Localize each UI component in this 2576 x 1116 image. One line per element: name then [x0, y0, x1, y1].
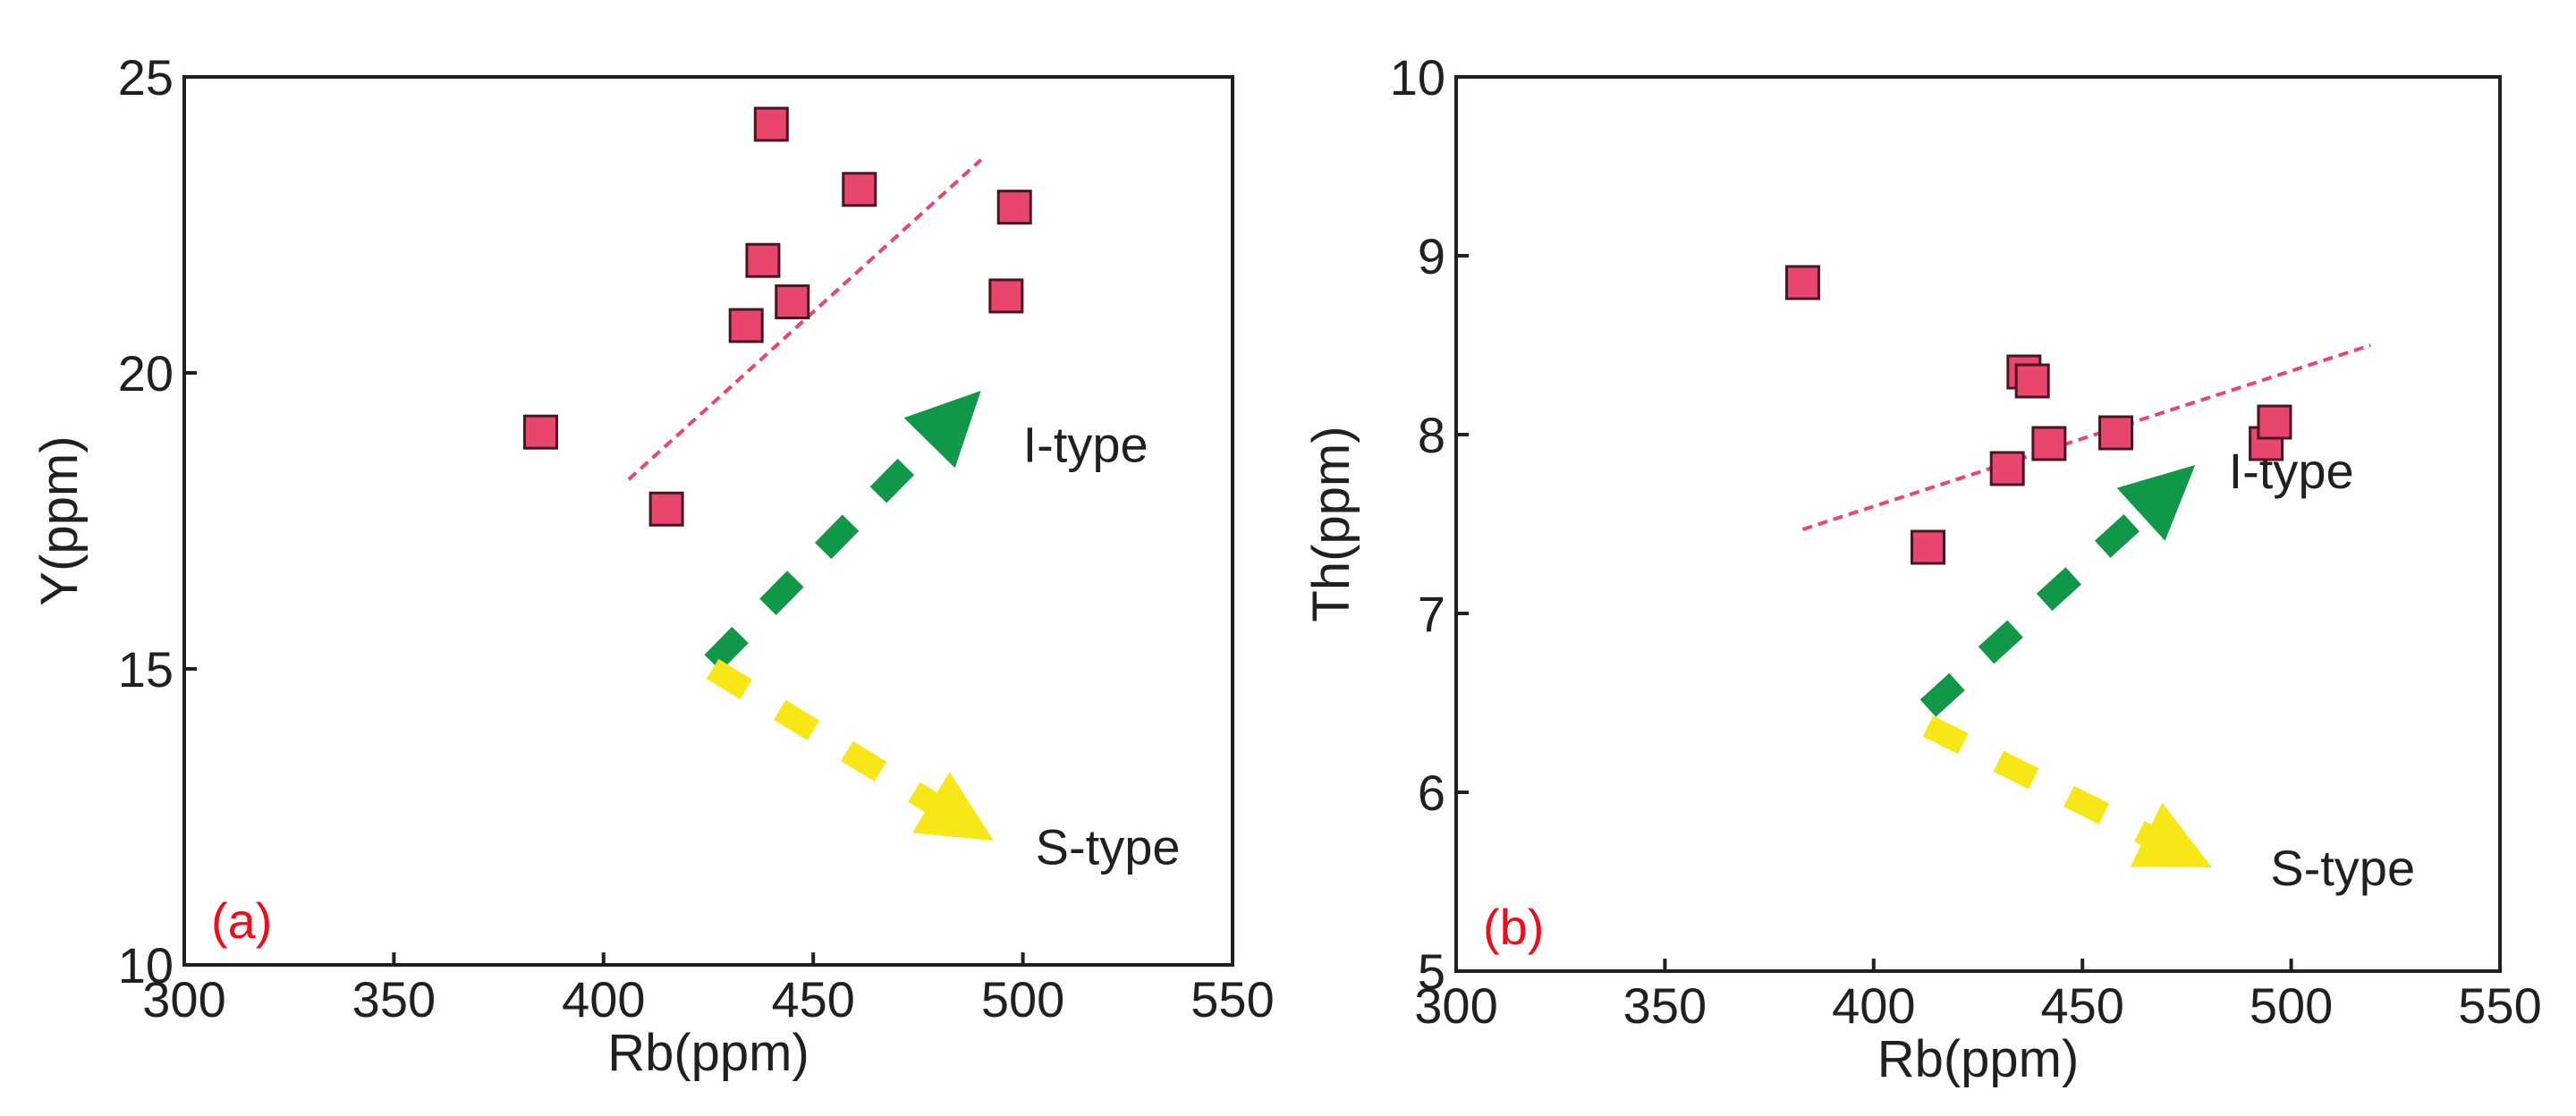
panel-b-y-tick-label: 6	[1418, 765, 1445, 821]
panel-a-data-point	[775, 284, 810, 320]
panel-b-y-tick-label: 9	[1418, 228, 1445, 284]
panel-b-plot-frame	[1454, 75, 2502, 973]
panel-b-s-type-label: S-type	[2270, 840, 2415, 896]
panel-b-y-axis-label: Th(ppm)	[1302, 426, 1360, 621]
panel-a-data-point	[842, 172, 877, 207]
panel-a-s-type-arrow-head	[911, 772, 994, 841]
panel-b-data-point	[2257, 404, 2292, 440]
panel-a-y-tick-label: 20	[118, 345, 174, 402]
panel-b-i-type-label: I-type	[2229, 443, 2354, 499]
panel-b-i-type-arrow	[1919, 465, 2196, 717]
panel-b-data-point	[2014, 363, 2050, 399]
panel-b-x-tick-label: 400	[1832, 977, 1915, 1034]
panel-a-plot-frame	[182, 75, 1234, 967]
panel-b-y-tick-label: 8	[1418, 407, 1445, 463]
panel-a-y-axis-label: Y(ppm)	[30, 435, 89, 605]
panel-a-y-tick-label: 10	[118, 937, 174, 993]
panel-a-x-axis-label: Rb(ppm)	[607, 1024, 809, 1082]
panel-a-i-type-arrow-shaft	[704, 430, 942, 672]
panel-a-y-tick-label: 25	[118, 49, 174, 106]
panel-b-x-axis-label: Rb(ppm)	[1877, 1030, 2080, 1088]
panel-a-data-point	[753, 106, 789, 142]
panel-b-s-type-arrow-shaft	[1922, 715, 2157, 848]
panel-a-chart: 300 350 400 450 500 550 10 15 20 25 Rb(ppm) Y(ppm) I…	[30, 49, 1275, 1082]
panel-b-data-point	[1910, 529, 1945, 565]
panel-b-x-tick-label: 550	[2458, 977, 2541, 1034]
panel-b-x-tick-label: 500	[2250, 977, 2333, 1034]
panel-a-data-point	[648, 491, 684, 527]
panel-a-x-tick-label: 350	[352, 971, 436, 1027]
panel-b-data-point	[2098, 415, 2134, 451]
panel-a-s-type-arrow-shaft	[706, 658, 942, 816]
panel-a-x-tick-label: 550	[1191, 971, 1274, 1027]
panel-a-data-point	[996, 190, 1032, 225]
panel-b-y-tick-label: 10	[1390, 49, 1445, 106]
panel-a-i-type-arrow	[704, 390, 981, 672]
panel-a-x-tick-label: 450	[771, 971, 854, 1027]
panel-b-data-point	[1784, 265, 1820, 300]
panel-b-x-tick-label: 300	[1414, 977, 1497, 1034]
panel-b-i-type-arrow-head	[2116, 465, 2196, 541]
panel-b-s-type-arrow-head	[2130, 802, 2212, 867]
panel-a-x-tick-label: 500	[981, 971, 1064, 1027]
panel-a-s-type-arrow	[706, 658, 994, 841]
panel-a-s-type-label: S-type	[1036, 819, 1181, 875]
panel-a-data-point	[745, 242, 781, 278]
panel-b-y-tick-label: 5	[1418, 943, 1445, 1000]
panel-b-tag: (b)	[1483, 899, 1544, 955]
panel-b-chart: 300 350 400 450 500 550 5 6 7 8 9 10 Rb(ppm) Th(ppm) I…	[1302, 49, 2542, 1088]
panel-b-x-tick-label: 350	[1623, 977, 1707, 1034]
panel-a-data-point	[522, 414, 558, 450]
panel-a-data-point	[988, 278, 1024, 314]
panel-a-x-tick-label: 300	[142, 971, 225, 1027]
panel-b-data-point	[1989, 451, 2025, 486]
panel-b-data-point	[2031, 426, 2067, 461]
panel-a-i-type-arrow-head	[903, 390, 981, 469]
panel-a-x-tick-label: 400	[562, 971, 645, 1027]
panel-a-data-point	[728, 308, 764, 343]
panel-b-y-tick-label: 7	[1418, 586, 1445, 642]
panel-a-tag: (a)	[211, 892, 272, 949]
panel-a-y-tick-label: 15	[118, 641, 174, 698]
panel-b-trend-line	[1801, 343, 2371, 531]
panel-b-x-tick-label: 450	[2040, 977, 2123, 1034]
panel-b-i-type-arrow-shaft	[1919, 502, 2153, 717]
panel-a-i-type-label: I-type	[1023, 416, 1148, 472]
panel-b-s-type-arrow	[1922, 715, 2212, 867]
